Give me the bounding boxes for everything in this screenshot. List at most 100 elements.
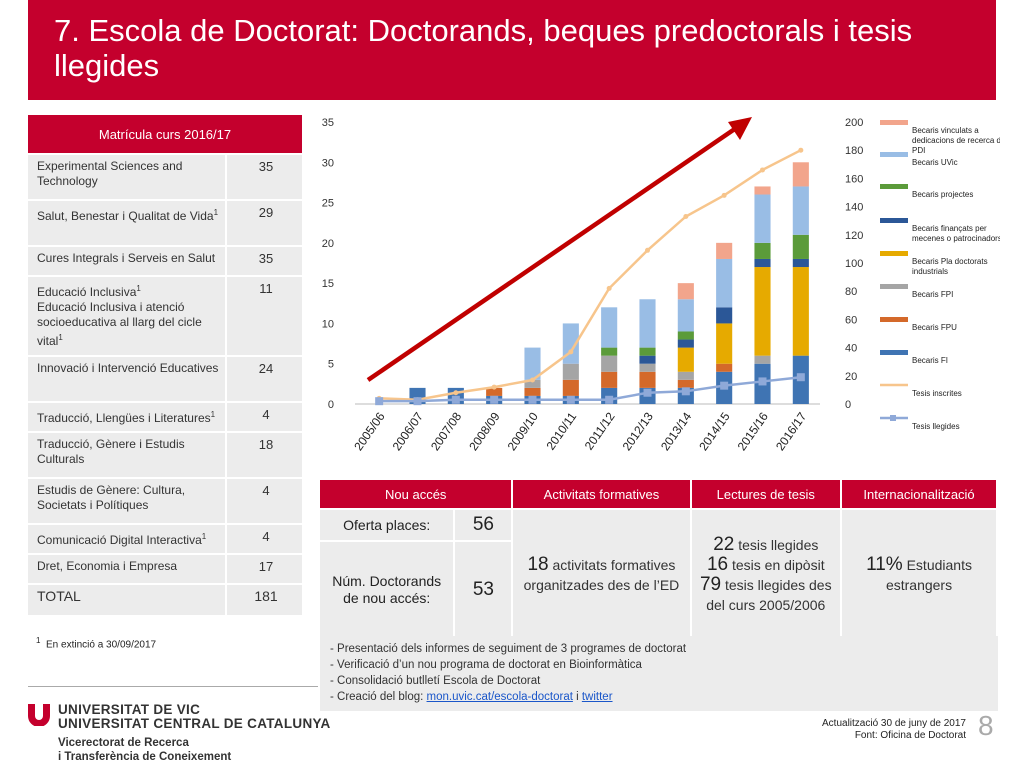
bar-becaris-uvic: [754, 194, 771, 243]
point-tesis-llegides: [375, 397, 384, 406]
footnote: 1 En extinció a 30/09/2017: [36, 636, 156, 650]
activitats-cell: 18 activitats formatives organitzades de…: [512, 508, 692, 639]
x-tick-label: 2008/09: [466, 409, 503, 453]
bar-becaris-pla-doctorats-industrials: [716, 323, 733, 364]
y-tick-label-right: 100: [845, 258, 863, 270]
program-count: 4: [225, 524, 302, 555]
bar-becaris-finan-ats-per-mecenes-o-patrocinadors: [639, 355, 656, 364]
program-count: 18: [225, 432, 302, 479]
point-tesis-inscrites: [568, 349, 574, 355]
y-tick-label-right: 160: [845, 173, 863, 185]
oferta-label: Oferta places:: [320, 510, 456, 540]
footnote-ref: 1: [210, 410, 216, 419]
title-banner: 7. Escola de Doctorat: Doctorands, beque…: [28, 0, 996, 100]
program-label: Cures Integrals i Serveis en Salut: [37, 251, 216, 265]
bar-becaris-fpu: [601, 371, 618, 388]
line-tesis-inscrites: [379, 149, 802, 402]
bar-becaris-fpu: [677, 379, 694, 388]
program-label-2: Educació Inclusiva i atenció socioeducat…: [37, 300, 202, 348]
x-tick-label: 2016/17: [773, 409, 810, 453]
twitter-link[interactable]: twitter: [581, 691, 613, 703]
bar-becaris-uvic: [716, 258, 733, 308]
point-tesis-llegides: [720, 381, 729, 390]
x-tick-label: 2007/08: [428, 409, 465, 453]
nou-acces-value: 53: [472, 579, 494, 600]
total-label: TOTAL: [28, 584, 226, 617]
vicerectorat-line2: i Transferència de Coneixement: [58, 751, 232, 763]
trend-arrow-head: [728, 117, 752, 140]
matricula-row: Cures Integrals i Serveis en Salut 35: [28, 246, 302, 277]
bar-becaris-fpi: [639, 363, 656, 372]
program-count: 17: [225, 554, 302, 585]
legend-swatch: [880, 152, 908, 157]
legend-label: Tesis llegides: [912, 422, 960, 431]
bar-becaris-fpi: [524, 379, 541, 388]
program-name: Traducció, Gènere i Estudis Culturals: [28, 432, 226, 479]
point-tesis-inscrites: [530, 377, 535, 383]
intl-cell: 11% Estudiants estrangers: [841, 508, 998, 639]
y-tick-label-left: 5: [328, 359, 334, 371]
page-title: 7. Escola de Doctorat: Doctorands, beque…: [54, 13, 913, 83]
point-tesis-llegides: [758, 377, 767, 386]
legend-swatch-marker: [890, 415, 896, 421]
point-tesis-llegides: [681, 387, 690, 396]
notes-panel: Presentació dels informes de seguiment d…: [320, 636, 998, 711]
bar-becaris-projectes: [677, 331, 694, 340]
note-item-blog: Creació del blog: mon.uvic.cat/escola-do…: [330, 689, 998, 705]
bar-becaris-uvic: [792, 186, 809, 235]
x-tick-label: 2009/10: [505, 409, 542, 453]
line-tesis-llegides: [379, 375, 801, 403]
bar-becaris-fpi: [754, 355, 771, 364]
footnote-mark: 1: [36, 636, 41, 645]
bar-becaris-uvic: [601, 307, 618, 348]
matricula-table: Matrícula curs 2016/17 Experimental Scie…: [28, 115, 302, 617]
bar-becaris-finan-ats-per-mecenes-o-patrocinadors: [677, 339, 694, 348]
lectures-cell: 22 tesis llegides 16 tesis en dipòsit 79…: [690, 508, 843, 639]
program-label: Estudis de Gènere: Cultura, Societats i …: [37, 483, 186, 512]
legend-label: Becaris FPU: [912, 323, 957, 332]
matricula-header: Matrícula curs 2016/17: [28, 115, 302, 155]
legend-swatch: [880, 184, 908, 189]
program-count: 4: [225, 478, 302, 525]
stats-table: Nou accés Activitats formatives Lectures…: [320, 480, 998, 639]
matricula-row: Educació Inclusiva1 Educació Inclusiva i …: [28, 276, 302, 357]
matricula-row: Estudis de Gènere: Cultura, Societats i …: [28, 478, 302, 525]
bar-becaris-finan-ats-per-mecenes-o-patrocinadors: [716, 307, 733, 324]
point-tesis-llegides: [566, 395, 575, 404]
x-tick-label: 2005/06: [351, 409, 388, 453]
program-name: Innovació i Intervenció Educatives: [28, 356, 226, 403]
point-tesis-llegides: [451, 395, 460, 404]
x-tick-label: 2014/15: [696, 409, 733, 453]
bar-becaris-uvic: [524, 347, 541, 380]
bar-becaris-fpu: [524, 387, 541, 396]
y-tick-label-right: 200: [845, 117, 863, 129]
bar-becaris-vinculats-a-dedicacions-de-recerca-del-pdi: [677, 283, 694, 300]
activitats-text: activitats formatives organitzades des d…: [523, 556, 680, 593]
legend-swatch: [880, 317, 908, 322]
x-tick-label: 2012/13: [620, 409, 657, 453]
university-name-2: UNIVERSITAT CENTRAL DE CATALUNYA: [58, 716, 331, 731]
matricula-row: Traducció, Llengües i Literatures1 4: [28, 402, 302, 433]
bar-becaris-projectes: [639, 347, 656, 356]
blog-link[interactable]: mon.uvic.cat/escola-doctorat: [426, 691, 573, 703]
university-name: UNIVERSITAT DE VIC: [58, 702, 201, 717]
program-label: Traducció, Llengües i Literatures: [37, 411, 211, 425]
program-count: 24: [225, 356, 302, 403]
footnote-ref: 1: [136, 284, 141, 293]
bar-becaris-fpu: [486, 387, 503, 396]
program-name: Traducció, Llengües i Literatures1: [28, 402, 226, 433]
program-count: 4: [225, 402, 302, 433]
bar-becaris-finan-ats-per-mecenes-o-patrocinadors: [754, 258, 771, 268]
point-tesis-llegides: [413, 397, 422, 406]
tesis-diposit-num: 16: [706, 553, 729, 575]
legend-label: Becaris Pla doctorats industrials: [912, 257, 988, 276]
bar-becaris-fpi: [677, 371, 694, 380]
program-name: Cures Integrals i Serveis en Salut: [28, 246, 226, 277]
matricula-row: Innovació i Intervenció Educatives 24: [28, 356, 302, 403]
point-tesis-inscrites: [645, 247, 650, 253]
oferta-value: 56: [472, 514, 494, 535]
bar-becaris-fpi: [562, 363, 579, 380]
point-tesis-llegides: [490, 395, 499, 404]
legend-swatch: [880, 120, 908, 125]
point-tesis-inscrites: [798, 147, 804, 153]
